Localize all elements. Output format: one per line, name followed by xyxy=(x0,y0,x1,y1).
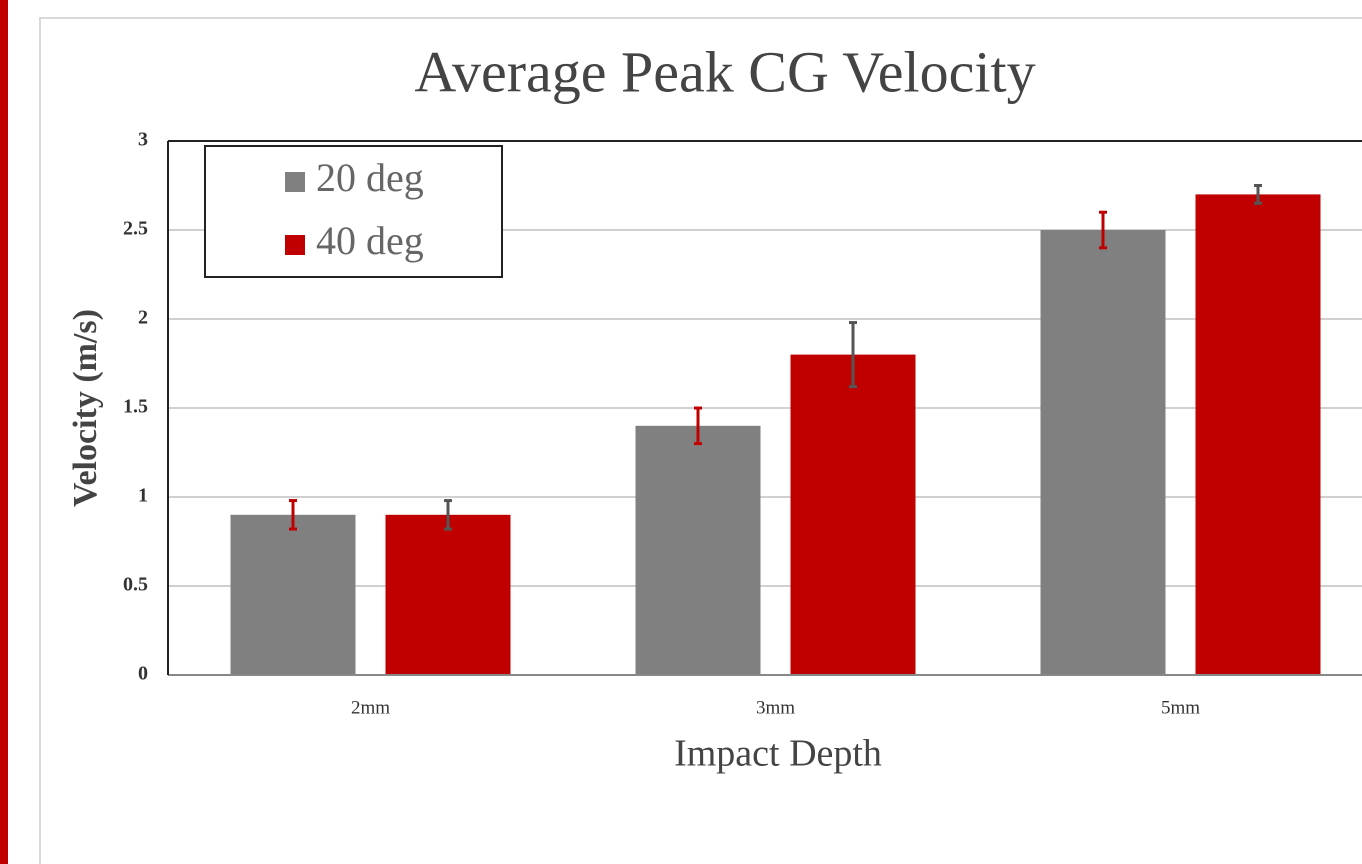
error-bar xyxy=(694,406,702,446)
x-tick-label: 2mm xyxy=(351,697,390,718)
bar xyxy=(1195,194,1321,675)
chart-frame xyxy=(39,17,1362,864)
bar xyxy=(1040,230,1166,675)
x-axis-label: Impact Depth xyxy=(674,733,882,775)
y-tick-label: 2.5 xyxy=(123,218,148,240)
y-tick-label: 0.5 xyxy=(123,574,148,596)
bar xyxy=(230,514,356,675)
error-bar xyxy=(1099,210,1107,250)
bar xyxy=(635,425,761,675)
error-bar xyxy=(444,499,452,531)
legend: 20 deg 40 deg xyxy=(204,145,503,278)
bar xyxy=(385,514,511,675)
error-bar xyxy=(1254,184,1262,205)
side-stripe xyxy=(0,0,8,864)
chart-title: Average Peak CG Velocity xyxy=(414,39,1035,104)
legend-swatch xyxy=(285,235,305,255)
y-tick-label: 1.5 xyxy=(123,396,148,418)
x-tick-label: 5mm xyxy=(1161,697,1200,718)
x-tick-label: 3mm xyxy=(756,697,795,718)
y-axis-label: Velocity (m/s) xyxy=(67,309,104,507)
y-tick-label: 1 xyxy=(138,485,148,507)
legend-swatch xyxy=(285,172,305,192)
legend-label: 20 deg xyxy=(316,155,424,200)
error-bar xyxy=(849,321,857,389)
y-tick-label: 2 xyxy=(138,307,148,329)
y-tick-label: 3 xyxy=(138,129,148,151)
bar xyxy=(790,354,916,675)
legend-box xyxy=(204,145,503,278)
legend-label: 40 deg xyxy=(316,218,424,263)
y-tick-label: 0 xyxy=(138,663,148,685)
error-bar xyxy=(289,499,297,531)
